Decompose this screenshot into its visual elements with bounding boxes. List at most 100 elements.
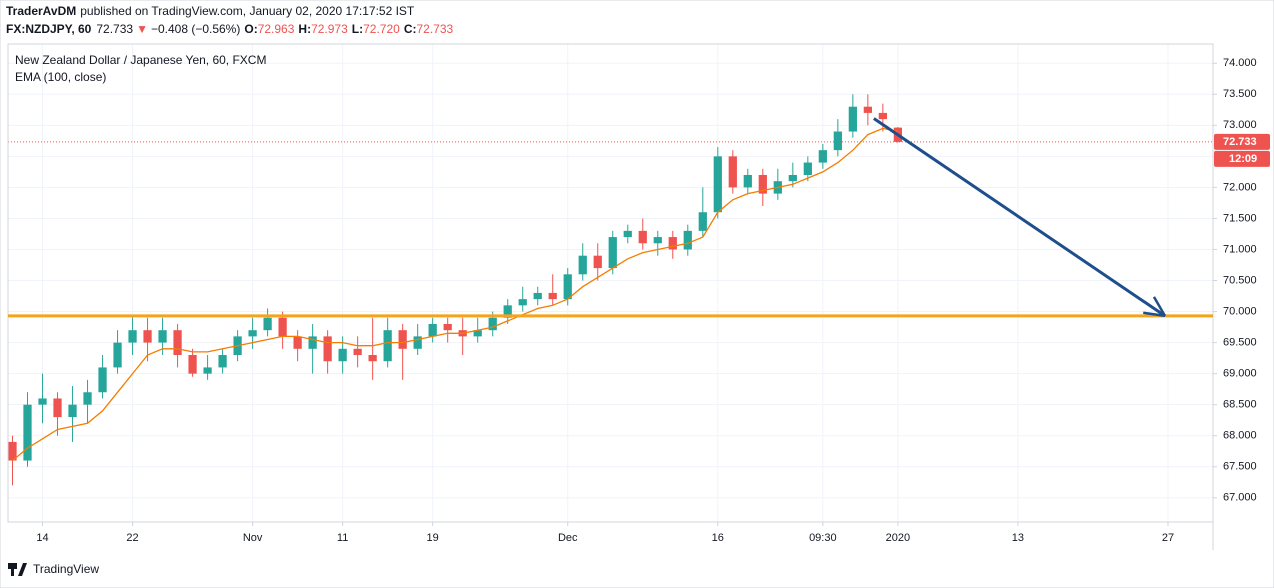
candle-body — [863, 106, 872, 113]
symbol: FX:NZDJPY, 60 — [6, 22, 92, 36]
chart-title: New Zealand Dollar / Japanese Yen, 60, F… — [15, 53, 266, 67]
candle-body — [698, 212, 707, 231]
candle-body — [593, 255, 602, 269]
y-tick-label: 70.500 — [1223, 274, 1257, 286]
candle-body — [173, 330, 182, 356]
candle-body — [488, 317, 497, 331]
x-tick-label: Dec — [558, 532, 578, 544]
candle-body — [98, 367, 107, 393]
candle-body — [353, 348, 362, 356]
brand-logo — [8, 563, 27, 576]
candle-body — [833, 131, 842, 151]
ohlc-label: C: — [404, 22, 417, 36]
x-tick-label: 13 — [1012, 532, 1024, 544]
x-tick-label: 27 — [1162, 532, 1174, 544]
candle-body — [158, 330, 167, 343]
y-tick-label: 69.000 — [1223, 368, 1257, 380]
candle-body — [53, 398, 62, 418]
ohlc-value: 72.973 — [311, 22, 348, 36]
candle-body — [788, 174, 797, 182]
candle-body — [248, 330, 257, 337]
candle-body — [818, 150, 827, 163]
y-tick-label: 68.500 — [1223, 399, 1257, 411]
last-price-label: 72.733 — [1223, 136, 1257, 148]
candle-body — [548, 292, 557, 300]
candle-body — [218, 355, 227, 368]
candle-body — [713, 156, 722, 213]
candle-body — [578, 255, 587, 275]
header-line-2: FX:NZDJPY, 60 72.733 ▼ −0.408 (−0.56%) O:72.… — [6, 22, 454, 36]
candle-body — [518, 299, 527, 306]
ohlc-value: 72.733 — [416, 22, 453, 36]
countdown-label: 12:09 — [1229, 153, 1257, 165]
x-tick-label: 09:30 — [809, 532, 837, 544]
x-tick-label: 14 — [36, 532, 48, 544]
y-tick-label: 71.000 — [1223, 243, 1257, 255]
brand-name: TradingView — [33, 562, 99, 576]
candle-body — [308, 336, 317, 349]
y-tick-label: 69.500 — [1223, 337, 1257, 349]
x-tick-label: Nov — [243, 532, 263, 544]
last: 72.733 — [96, 22, 133, 36]
change: −0.408 (−0.56%) — [151, 22, 240, 36]
candle-body — [143, 330, 152, 343]
candle-body — [368, 355, 377, 362]
candle-body — [413, 336, 422, 349]
ohlc-label: O: — [244, 22, 257, 36]
candle-body — [878, 112, 887, 120]
candle-body — [728, 156, 737, 188]
ohlc-value: 72.963 — [258, 22, 295, 36]
change-arrow: ▼ — [136, 22, 148, 36]
candle-body — [503, 305, 512, 318]
legend-entry: EMA (100, close) — [15, 70, 106, 84]
candle-body — [83, 392, 92, 405]
published: published on TradingView.com, January 02… — [80, 4, 415, 18]
candle-body — [38, 398, 47, 405]
ema-line — [12, 127, 899, 462]
candle-body — [533, 292, 542, 300]
candle-body — [758, 174, 767, 194]
candle-body — [203, 367, 212, 374]
candle-body — [443, 323, 452, 331]
y-tick-label: 72.000 — [1223, 181, 1257, 193]
y-tick-label: 68.000 — [1223, 430, 1257, 442]
x-tick-label: 16 — [712, 532, 724, 544]
candle-body — [803, 162, 812, 175]
candle-body — [8, 441, 17, 461]
candle-body — [338, 348, 347, 362]
candle-body — [623, 230, 632, 238]
candle-body — [383, 330, 392, 362]
plot-border — [7, 43, 1214, 523]
candle-body — [848, 106, 857, 132]
candle-body — [563, 274, 572, 300]
y-tick-label: 70.000 — [1223, 305, 1257, 317]
candle-body — [608, 237, 617, 269]
candle-body — [473, 330, 482, 337]
ohlc-value: 72.720 — [363, 22, 400, 36]
candle-body — [188, 355, 197, 374]
candle-body — [23, 404, 32, 461]
y-tick-label: 73.500 — [1223, 88, 1257, 100]
candle-body — [323, 336, 332, 362]
candle-body — [743, 174, 752, 188]
candle-body — [113, 342, 122, 368]
candle-body — [278, 317, 287, 337]
y-tick-label: 67.000 — [1223, 492, 1257, 504]
candle-body — [128, 330, 137, 343]
ohlc-label: L: — [352, 22, 363, 36]
candle-body — [683, 230, 692, 250]
last-price-tag — [1214, 133, 1270, 150]
x-tick-label: 19 — [427, 532, 439, 544]
candle-body — [668, 237, 677, 250]
arrow-head — [1152, 296, 1167, 317]
countdown-tag — [1214, 150, 1270, 167]
candle-body — [68, 404, 77, 418]
y-tick-label: 73.000 — [1223, 119, 1257, 131]
candle-body — [293, 336, 302, 349]
x-tick-label: 11 — [337, 532, 348, 544]
header-line-1: TraderAvDM published on TradingView.com, … — [6, 4, 415, 18]
